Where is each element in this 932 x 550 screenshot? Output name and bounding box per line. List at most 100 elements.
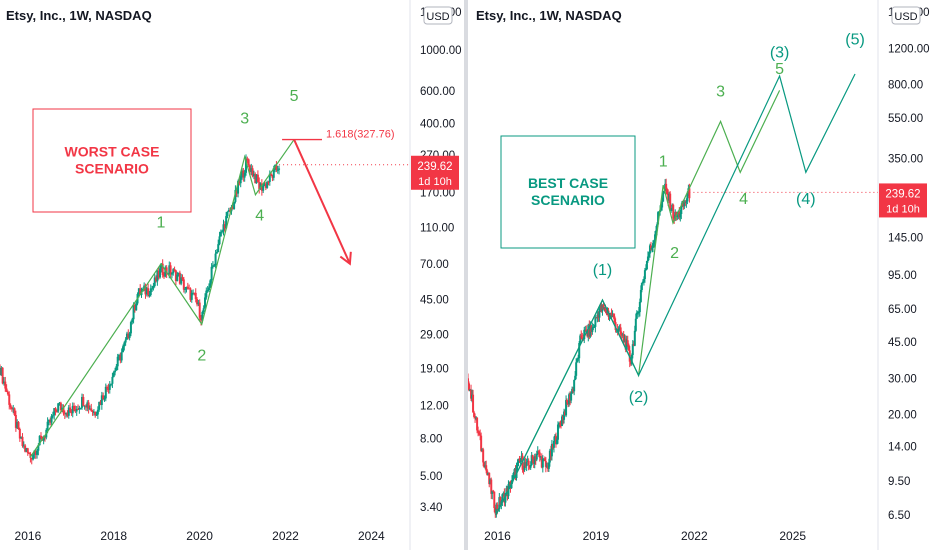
x-tick-label: 2024 bbox=[358, 529, 385, 543]
y-tick-label: 45.00 bbox=[420, 294, 449, 306]
candle-body bbox=[475, 417, 478, 419]
candle-body bbox=[90, 408, 93, 411]
candle-body bbox=[180, 277, 183, 284]
candle-body bbox=[518, 458, 521, 462]
candle-body bbox=[480, 435, 483, 451]
candle-body bbox=[14, 414, 17, 428]
candle-body bbox=[485, 465, 488, 471]
candle-body bbox=[617, 328, 620, 332]
candle-body bbox=[102, 395, 105, 400]
y-tick-label: 95.00 bbox=[888, 270, 917, 282]
candle-body bbox=[256, 174, 259, 183]
candle-body bbox=[177, 272, 180, 275]
candle-body bbox=[552, 441, 555, 448]
candle-body bbox=[73, 405, 76, 410]
candle-body bbox=[165, 267, 168, 274]
candle-body bbox=[258, 182, 261, 190]
candle-body bbox=[538, 452, 541, 458]
candle-body bbox=[137, 288, 140, 295]
chart-canvas[interactable]: 1600.001000.00600.00400.00270.00170.0011… bbox=[0, 0, 464, 550]
candle-body bbox=[201, 311, 204, 321]
candle-body bbox=[572, 388, 575, 392]
wave-label: 3 bbox=[240, 111, 249, 128]
candle-body bbox=[494, 507, 497, 514]
candle-body bbox=[488, 472, 491, 485]
candle-body bbox=[62, 407, 65, 414]
candle-body bbox=[21, 436, 24, 446]
scenario-box-label: SCENARIO bbox=[75, 161, 149, 177]
chart-panel-best-case[interactable]: Etsy, Inc., 1W, NASDAQ 1800.001200.00800… bbox=[468, 0, 932, 550]
chart-canvas[interactable]: 1800.001200.00800.00550.00350.00145.0095… bbox=[468, 0, 932, 550]
candle-body bbox=[551, 443, 554, 448]
wave-label-major: (2) bbox=[629, 389, 649, 406]
candle-body bbox=[596, 314, 599, 319]
candle-body bbox=[241, 170, 244, 176]
candle-body bbox=[687, 188, 690, 196]
candle-body bbox=[54, 408, 57, 412]
candle-body bbox=[623, 338, 626, 343]
candle-body bbox=[139, 288, 142, 295]
candle-body bbox=[0, 367, 3, 376]
candle-body bbox=[129, 322, 132, 334]
candle-body bbox=[561, 416, 564, 427]
candle-body bbox=[667, 194, 670, 201]
candle-body bbox=[496, 504, 499, 510]
candle-body bbox=[112, 372, 115, 377]
candle-body bbox=[592, 327, 595, 329]
y-tick-label: 9.50 bbox=[888, 476, 910, 488]
candle-body bbox=[611, 314, 614, 318]
y-tick-label: 550.00 bbox=[888, 113, 923, 125]
candle-body bbox=[207, 287, 210, 291]
candle-body bbox=[482, 449, 485, 463]
candle-body bbox=[679, 214, 682, 218]
currency-label: USD bbox=[426, 11, 449, 23]
candle-body bbox=[666, 189, 669, 195]
candle-body bbox=[37, 445, 40, 451]
candle-body bbox=[116, 356, 119, 367]
candle-body bbox=[645, 260, 648, 270]
scenario-box-label: SCENARIO bbox=[531, 192, 605, 208]
candle-body bbox=[83, 405, 86, 407]
panel-divider[interactable] bbox=[464, 0, 468, 550]
candle-body bbox=[638, 301, 641, 313]
candle-body bbox=[200, 317, 203, 321]
candle-body bbox=[535, 454, 538, 460]
candle-body bbox=[663, 191, 666, 193]
candle-body bbox=[625, 340, 628, 350]
candle-body bbox=[235, 189, 238, 194]
candle-body bbox=[268, 173, 271, 182]
candle-body bbox=[686, 195, 689, 202]
candle-body bbox=[82, 397, 85, 406]
candle-body bbox=[634, 318, 637, 331]
candle-body bbox=[620, 334, 623, 336]
candle-body bbox=[682, 201, 685, 207]
candle-body bbox=[524, 462, 527, 467]
scenario-box bbox=[500, 135, 636, 249]
candle-body bbox=[211, 265, 214, 267]
candle-body bbox=[186, 286, 189, 289]
projection-arrow-head bbox=[339, 251, 352, 266]
candle-body bbox=[618, 327, 621, 329]
candle-body bbox=[57, 403, 60, 412]
candle-body bbox=[548, 450, 551, 463]
candle-body bbox=[99, 401, 102, 405]
wave-label-minor: 2 bbox=[670, 245, 679, 262]
candle-body bbox=[1, 367, 4, 384]
y-tick-label: 12.00 bbox=[420, 401, 449, 413]
candle-body bbox=[563, 411, 566, 420]
candle-body bbox=[646, 256, 649, 261]
wave-label-major: (1) bbox=[593, 262, 613, 279]
candle-body bbox=[84, 405, 87, 408]
candle-body bbox=[162, 275, 165, 277]
candle-body bbox=[39, 435, 42, 438]
wave-label: 2 bbox=[197, 348, 206, 365]
candle-body bbox=[75, 408, 78, 412]
candle-body bbox=[594, 317, 597, 327]
candle-body bbox=[55, 411, 58, 413]
candle-body bbox=[88, 408, 91, 410]
elliott-wave-path bbox=[29, 139, 295, 458]
candle-body bbox=[227, 209, 230, 212]
chart-panel-worst-case[interactable]: Etsy, Inc., 1W, NASDAQ 1600.001000.00600… bbox=[0, 0, 464, 550]
candle-body bbox=[669, 193, 672, 211]
candle-body bbox=[205, 290, 208, 298]
